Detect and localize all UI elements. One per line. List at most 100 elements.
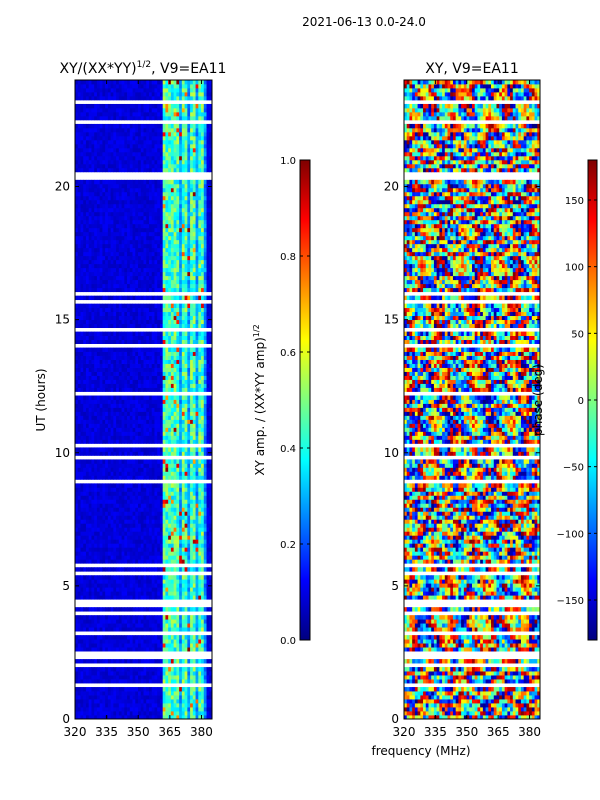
amplitude-cell xyxy=(157,363,161,368)
amplitude-cell xyxy=(88,591,92,596)
amplitude-cell xyxy=(162,283,166,289)
amplitude-cell xyxy=(148,507,153,512)
amplitude-cell xyxy=(102,459,106,464)
amplitude-cell xyxy=(94,339,98,344)
amplitude-cell xyxy=(162,487,166,492)
amplitude-cell xyxy=(143,495,147,500)
amplitude-cell xyxy=(80,523,84,528)
amplitude-cell xyxy=(162,399,166,404)
amplitude-cell xyxy=(206,331,210,336)
amplitude-cell xyxy=(198,691,202,696)
amplitude-cell xyxy=(77,575,81,580)
amplitude-cell xyxy=(162,595,166,600)
amplitude-cell xyxy=(127,379,131,384)
amplitude-cell xyxy=(127,523,131,528)
amplitude-cell xyxy=(181,595,185,600)
amplitude-cell xyxy=(198,643,202,648)
amplitude-cell xyxy=(77,315,81,321)
amplitude-cell xyxy=(190,487,194,492)
amplitude-cell xyxy=(113,431,117,436)
amplitude-cell xyxy=(162,311,166,317)
amplitude-cell xyxy=(206,511,210,516)
amplitude-cell xyxy=(99,335,103,340)
amplitude-cell xyxy=(118,407,122,412)
amplitude-cell xyxy=(94,587,98,592)
amplitude-cell xyxy=(94,703,98,708)
amplitude-cell xyxy=(83,431,87,436)
amplitude-cell xyxy=(173,495,177,500)
amplitude-cell xyxy=(173,679,177,684)
amplitude-cell xyxy=(179,511,183,516)
amplitude-cell xyxy=(184,679,188,684)
amplitude-cell xyxy=(181,667,185,672)
amplitude-cell xyxy=(91,459,95,464)
amplitude-cell xyxy=(140,251,144,257)
amplitude-cell xyxy=(173,691,177,696)
amplitude-cell xyxy=(206,575,210,580)
amplitude-cell xyxy=(165,431,169,436)
amplitude-cell xyxy=(154,347,158,352)
amplitude-cell xyxy=(151,543,155,548)
amplitude-cell xyxy=(138,707,142,712)
amplitude-cell xyxy=(105,591,109,596)
amplitude-cell xyxy=(105,519,109,524)
amplitude-cell xyxy=(162,303,166,309)
amplitude-cell xyxy=(75,519,79,524)
amplitude-cell xyxy=(118,351,122,356)
amplitude-cell xyxy=(157,423,161,428)
amplitude-cell xyxy=(96,315,101,321)
amplitude-cell xyxy=(80,635,84,640)
amplitude-cell xyxy=(198,287,202,293)
amplitude-cell xyxy=(138,415,142,420)
amplitude-cell xyxy=(168,671,172,676)
amplitude-cell xyxy=(91,591,95,596)
amplitude-cell xyxy=(206,371,210,376)
amplitude-cell xyxy=(190,319,194,325)
amplitude-cell xyxy=(151,639,155,644)
amplitude-cell xyxy=(88,699,92,704)
amplitude-cell xyxy=(94,567,98,572)
amplitude-cell xyxy=(127,527,131,532)
amplitude-cell xyxy=(85,559,90,564)
amplitude-cell xyxy=(187,699,191,704)
amplitude-cell xyxy=(201,431,205,436)
amplitude-cell xyxy=(140,695,144,700)
amplitude-cell xyxy=(192,671,196,676)
amplitude-cell xyxy=(91,259,95,265)
amplitude-cell xyxy=(77,627,81,632)
amplitude-cell xyxy=(151,419,155,424)
amplitude-cell xyxy=(157,519,161,524)
amplitude-cell xyxy=(209,359,213,364)
amplitude-cell xyxy=(96,367,101,372)
amplitude-cell xyxy=(198,263,202,269)
amplitude-cell xyxy=(135,295,139,301)
amplitude-cell xyxy=(96,579,101,584)
amplitude-cell xyxy=(146,659,150,664)
amplitude-cell xyxy=(77,319,81,325)
amplitude-cell xyxy=(94,259,98,265)
amplitude-cell xyxy=(99,539,103,544)
amplitude-cell xyxy=(99,383,103,388)
amplitude-cell xyxy=(190,567,194,572)
amplitude-cell xyxy=(165,251,169,257)
amplitude-cell xyxy=(206,355,210,360)
amplitude-cell xyxy=(132,423,136,428)
amplitude-cell xyxy=(85,423,90,428)
amplitude-cell xyxy=(146,499,150,504)
amplitude-cell xyxy=(132,639,136,644)
amplitude-cell xyxy=(157,459,161,464)
amplitude-cell xyxy=(132,335,136,340)
amplitude-cell xyxy=(170,463,175,468)
amplitude-cell xyxy=(118,403,122,408)
amplitude-cell xyxy=(88,511,92,516)
amplitude-cell xyxy=(140,355,144,360)
amplitude-cell xyxy=(203,671,207,676)
amplitude-cell xyxy=(107,403,112,408)
amplitude-cell xyxy=(105,607,109,612)
amplitude-cell xyxy=(116,671,120,676)
amplitude-cell xyxy=(85,271,90,277)
amplitude-cell xyxy=(168,539,172,544)
amplitude-cell xyxy=(121,487,125,492)
amplitude-cell xyxy=(83,671,87,676)
amplitude-cell xyxy=(140,679,144,684)
